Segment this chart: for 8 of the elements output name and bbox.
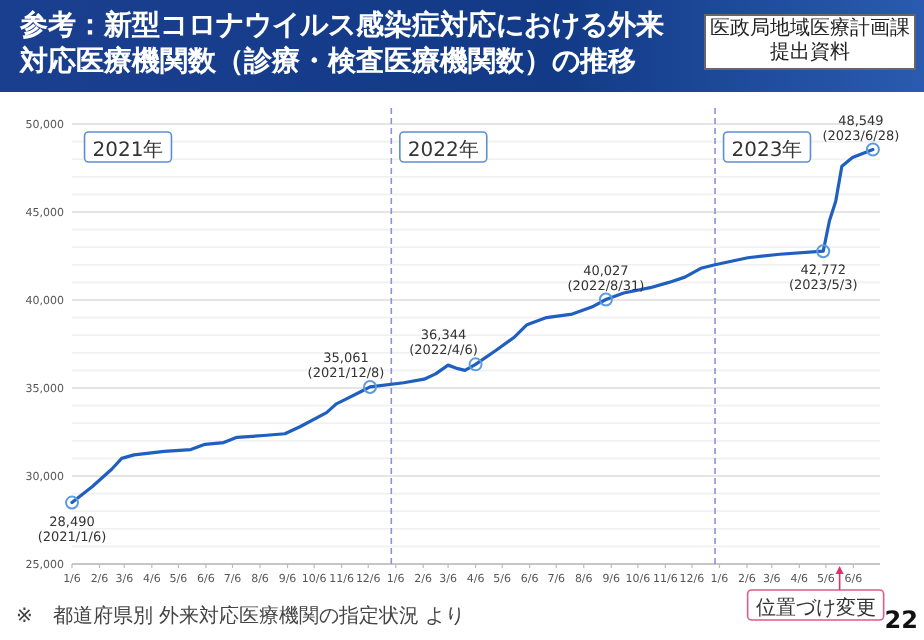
text: 位置づけ変更: [755, 596, 876, 620]
chart-title: 参考：新型コロナウイルス感染症対応における外来対応医療機関数（診療・検査医療機関数）の推移: [20, 8, 666, 80]
text: ※ 都道府県別 外来対応医療機関の指定状況 より: [16, 604, 466, 628]
annotation: 2021年: [92, 138, 164, 162]
text: 医政局地域医療計画課提出資料: [704, 14, 916, 70]
text: 22: [884, 606, 918, 634]
annotation: 2023年: [731, 138, 803, 162]
annotation: 2022年: [407, 138, 479, 162]
